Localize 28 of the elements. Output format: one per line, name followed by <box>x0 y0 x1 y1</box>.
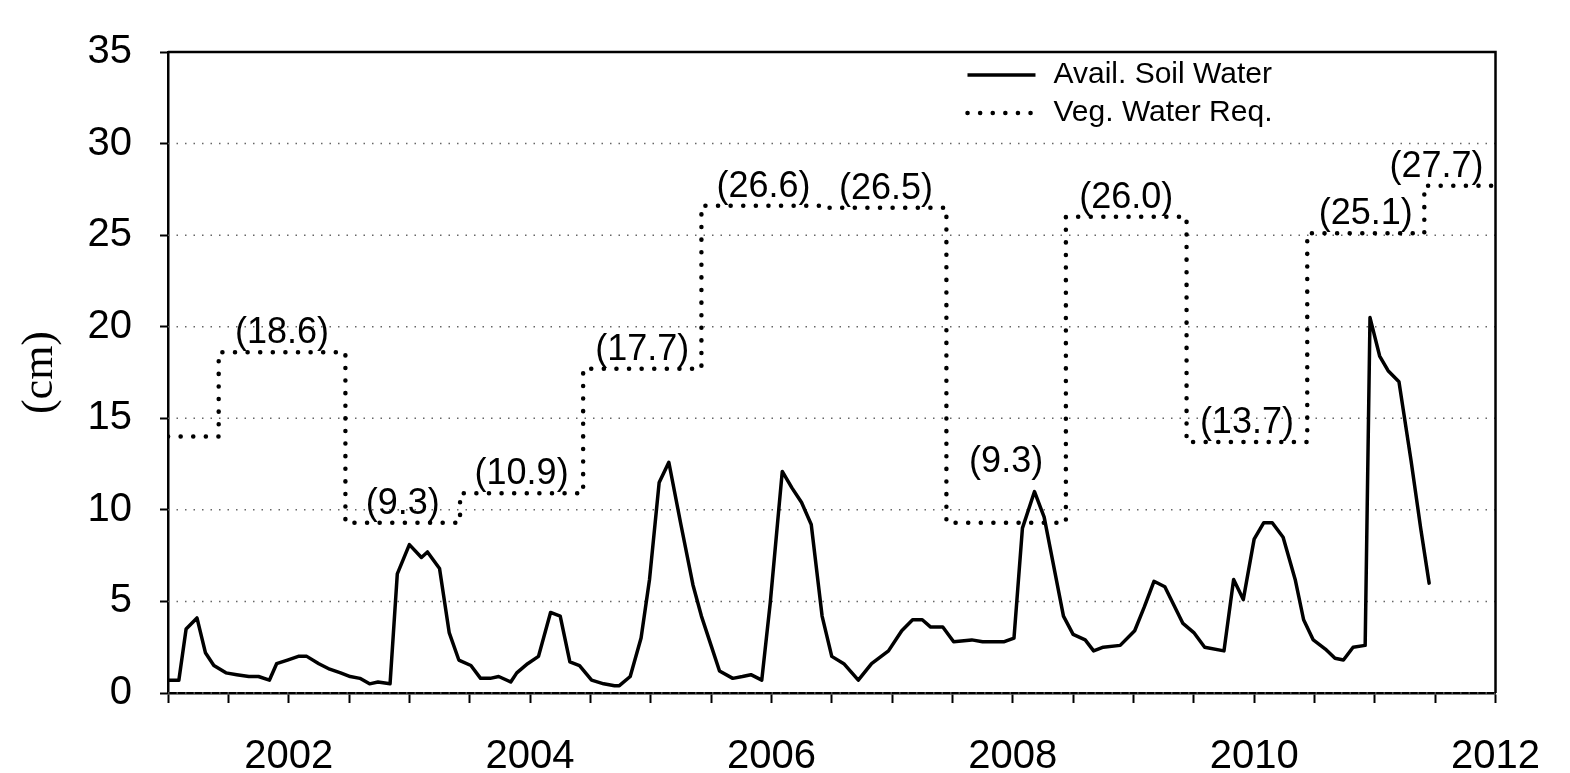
y-tick-label: 5 <box>109 576 132 621</box>
x-tick-label: 2004 <box>485 732 575 773</box>
data-label: (13.7) <box>1199 400 1294 442</box>
y-tick-label: 25 <box>87 210 132 255</box>
legend-label: Veg. Water Req. <box>1053 94 1273 128</box>
y-tick-label: 10 <box>87 484 132 529</box>
data-label: (25.1) <box>1318 191 1413 233</box>
data-label: (26.0) <box>1079 174 1174 216</box>
data-label: (17.7) <box>595 326 690 368</box>
x-tick-label: 2010 <box>1209 732 1299 773</box>
data-label: (27.7) <box>1389 143 1484 185</box>
y-tick-label: 0 <box>109 668 132 713</box>
data-label: (10.9) <box>474 451 569 493</box>
y-tick-label: 30 <box>87 118 132 163</box>
data-label: (9.3) <box>365 480 440 522</box>
y-tick-label: 35 <box>87 27 132 72</box>
y-tick-label: 20 <box>87 301 132 346</box>
x-tick-label: 2008 <box>968 732 1058 773</box>
data-label: (9.3) <box>969 438 1044 480</box>
legend-label: Avail. Soil Water <box>1053 56 1272 90</box>
y-axis-title: (cm) <box>12 330 62 415</box>
x-tick-label: 2012 <box>1451 732 1540 773</box>
y-tick-label: 15 <box>87 393 132 438</box>
data-label: (26.6) <box>716 163 811 205</box>
data-label: (18.6) <box>235 310 330 352</box>
x-tick-label: 2006 <box>726 732 816 773</box>
x-tick-label: 2002 <box>244 732 334 773</box>
data-label: (26.5) <box>839 165 934 207</box>
